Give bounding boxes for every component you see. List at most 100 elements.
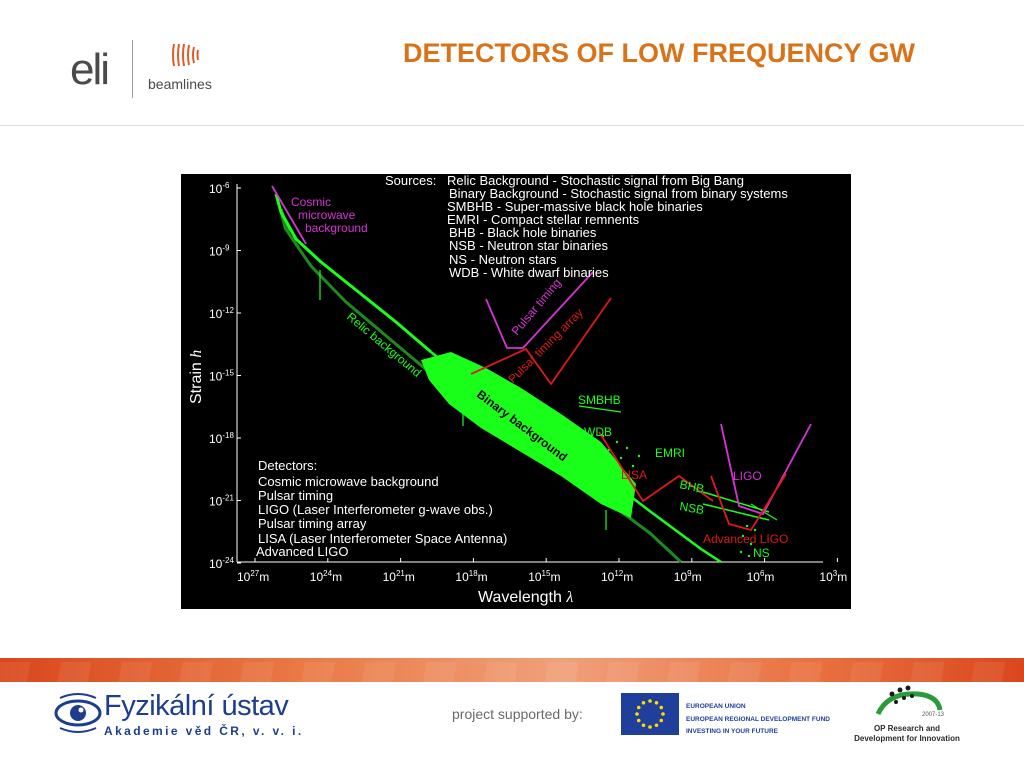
bhb-label: BHB <box>678 477 705 496</box>
detector-item: Cosmic microwave background <box>258 474 439 489</box>
eu-star-icon <box>654 723 659 728</box>
x-tick-unit: m <box>692 570 702 584</box>
source-item: EMRI - Compact stellar remnents <box>447 212 640 227</box>
x-tick-exponent: 27 <box>250 569 259 578</box>
y-tick-label: 10-18 <box>209 431 234 446</box>
y-tick-exponent: -15 <box>222 369 234 378</box>
x-axis-title-text: Wavelength <box>478 589 562 606</box>
ns-label: NS <box>753 546 770 560</box>
smbhb-line <box>578 405 622 413</box>
lisa-curve <box>598 431 714 503</box>
slide-title: DETECTORS OF LOW FREQUENCY GW <box>403 38 916 68</box>
eu-line: EUROPEAN UNION <box>686 703 746 710</box>
y-axis-title-text: Strain <box>188 362 205 404</box>
fzu-logo: Fyzikální ústav Akademie věd ČR, v. v. i… <box>54 688 314 744</box>
x-tick-exponent: 18 <box>469 569 478 578</box>
source-item: Binary Background - Stochastic signal fr… <box>449 186 788 201</box>
x-tick-unit: m <box>623 570 633 584</box>
x-tick-unit: m <box>405 570 415 584</box>
binary-background-region <box>421 352 636 518</box>
eu-fund-text: EUROPEAN UNION EUROPEAN REGIONAL DEVELOP… <box>686 701 830 739</box>
source-item: BHB - Black hole binaries <box>449 225 597 240</box>
ligo-label: LIGO <box>733 469 762 483</box>
y-tick-label: 10-9 <box>209 244 230 259</box>
op-research-logo: 2007-13 OP Research and Development for … <box>848 684 968 748</box>
detector-item: LIGO (Laser Interferometer g-wave obs.) <box>258 502 493 517</box>
y-tick-exponent: -12 <box>222 306 234 315</box>
eu-star-icon <box>661 712 665 716</box>
x-axis-symbol: λ <box>565 589 573 606</box>
eu-flag-icon <box>621 693 679 735</box>
ligo-curve <box>720 423 812 516</box>
source-item: Relic Background - Stochastic signal fro… <box>447 174 744 188</box>
eu-star-icon <box>654 700 659 705</box>
x-tick-exponent: 6 <box>760 569 765 578</box>
fzu-subtitle: Akademie věd ČR, v. v. i. <box>104 724 304 738</box>
y-tick-label: 10-21 <box>209 494 234 509</box>
eu-stars-icon <box>635 699 665 729</box>
detector-item: Advanced LIGO <box>256 544 349 559</box>
source-item: WDB - White dwarf binaries <box>449 265 609 280</box>
pulsar-timing-curve <box>485 271 594 349</box>
x-axis-title: Wavelength λ <box>478 589 573 606</box>
header-divider <box>0 125 1024 126</box>
slide-header: eli beamlines DETECTORS OF LOW FREQUENCY… <box>0 0 1024 126</box>
emri-label: EMRI <box>655 446 685 460</box>
x-tick-label: 103m <box>819 569 847 584</box>
eu-star-icon <box>659 718 664 723</box>
eu-star-icon <box>636 718 641 723</box>
x-tick-exponent: 24 <box>323 569 332 578</box>
x-tick-unit: m <box>259 570 269 584</box>
eye-emblem-icon <box>54 693 102 733</box>
y-tick-exponent: -6 <box>222 181 230 190</box>
nsb-label: NSB <box>678 499 705 517</box>
green-arrows <box>319 270 607 530</box>
x-tick-label: 1012m <box>601 569 633 584</box>
op-year: 2007-13 <box>922 712 945 718</box>
y-tick-exponent: -21 <box>222 494 234 503</box>
x-tick-label: 1021m <box>383 569 415 584</box>
footer-color-band-texture <box>0 662 1024 682</box>
y-tick-label: 10-6 <box>209 181 230 196</box>
detector-item: LISA (Laser Interferometer Space Antenna… <box>258 531 507 546</box>
detector-item: Pulsar timing array <box>258 516 367 531</box>
y-tick-exponent: -24 <box>222 556 234 565</box>
eli-logo-text: eli <box>70 45 110 94</box>
x-tick-exponent: 15 <box>542 569 551 578</box>
y-axis-title: Strain h <box>188 350 205 404</box>
detectors-heading: Detectors: <box>258 458 317 473</box>
advanced-ligo-label: Advanced LIGO <box>703 532 788 546</box>
cmb-label-line: background <box>305 221 368 235</box>
sources-heading: Sources: <box>385 174 436 188</box>
y-tick-exponent: -18 <box>222 431 234 440</box>
source-item: NS - Neutron stars <box>449 252 557 267</box>
op-line: Development for Innovation <box>854 734 960 743</box>
gw-spectrum-figure: 10-6 10-9 10-12 10-15 10-18 10-21 10-24 1027m 10… <box>181 174 851 609</box>
op-emblem-icon: 2007-13 <box>875 685 945 718</box>
x-tick-unit: m <box>550 570 560 584</box>
x-tick-exponent: 3 <box>833 569 838 578</box>
x-tick-exponent: 9 <box>687 569 692 578</box>
x-tick-exponent: 12 <box>614 569 623 578</box>
eu-line: INVESTING IN YOUR FUTURE <box>686 728 778 735</box>
y-tick-exponent: -9 <box>222 244 230 253</box>
eu-star-icon <box>641 723 646 728</box>
project-supported-label: project supported by: <box>452 706 583 722</box>
y-tick-label: 10-15 <box>209 369 234 384</box>
wdb-scatter <box>589 434 757 558</box>
x-tick-label: 1015m <box>528 569 560 584</box>
source-item: NSB - Neutron star binaries <box>449 238 608 253</box>
smbhb-label: SMBHB <box>578 393 621 407</box>
x-tick-unit: m <box>837 570 847 584</box>
fzu-name: Fyzikální ústav <box>104 690 289 722</box>
wdb-label: WDB <box>584 425 612 439</box>
eu-star-icon <box>659 705 664 710</box>
x-tick-label: 1024m <box>310 569 342 584</box>
logo-divider <box>132 40 133 98</box>
pulsar-array-curve <box>470 297 612 386</box>
y-tick-label: 10-12 <box>209 306 234 321</box>
op-line: OP Research and <box>873 724 941 733</box>
x-tick-unit: m <box>332 570 342 584</box>
cmb-label-line: microwave <box>298 208 356 222</box>
